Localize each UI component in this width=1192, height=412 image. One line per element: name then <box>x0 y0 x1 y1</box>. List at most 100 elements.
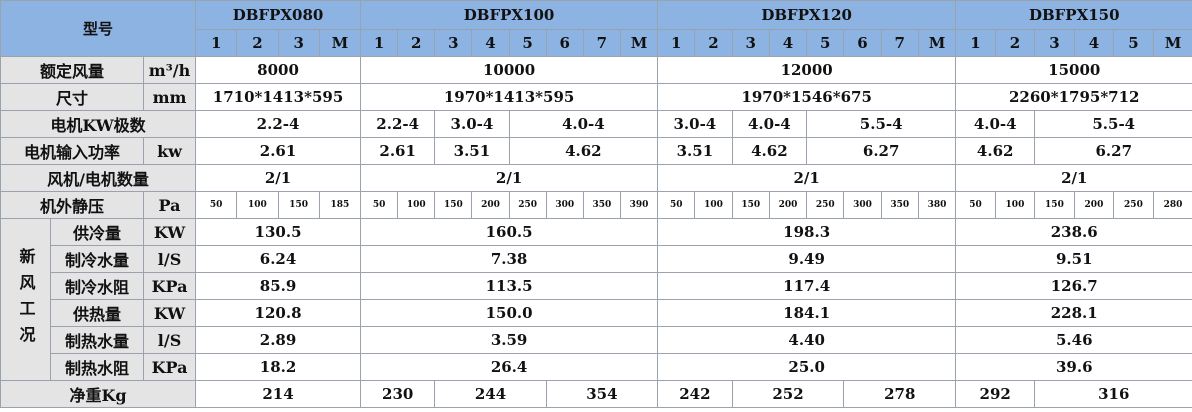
value: 4.0-4 <box>731 110 808 138</box>
value: 300 <box>545 191 584 219</box>
table-row: 制冷水阻 KPa 85.9 113.5 117.4 126.7 <box>1 272 1192 300</box>
value: 244 <box>434 380 547 408</box>
table-row: 机外静压 Pa 50 100 150 185 50 100 150 200 250 300 350 390… <box>0 191 1192 219</box>
value: 6.27 <box>806 137 957 165</box>
sub-column: 6 <box>545 29 584 57</box>
value: 200 <box>1073 191 1115 219</box>
value: 100 <box>236 191 279 219</box>
table-row: 新风工况 供冷量 KW 130.5 160.5 198.3 238.6 <box>0 218 1192 381</box>
sub-column: 1 <box>195 29 238 57</box>
value: 242 <box>657 380 733 408</box>
sub-column: 4 <box>768 29 808 57</box>
sub-column: 3 <box>1034 29 1075 57</box>
row-unit: KPa <box>142 353 197 381</box>
value: 4.62 <box>955 137 1036 165</box>
row-label: 制热水阻 <box>50 353 144 381</box>
value: 2.89 <box>195 326 362 354</box>
value: 126.7 <box>955 272 1192 300</box>
sub-column: M <box>1152 29 1192 57</box>
value: 250 <box>806 191 845 219</box>
sub-column: 2 <box>236 29 279 57</box>
value: 3.59 <box>360 326 659 354</box>
sub-column: 5 <box>508 29 547 57</box>
row-unit: mm <box>142 83 197 111</box>
value: 350 <box>880 191 919 219</box>
value: 2/1 <box>955 164 1192 192</box>
section-label: 新风工况 <box>0 218 51 381</box>
value: 50 <box>195 191 238 219</box>
table-row: 型号 DBFPX080 DBFPX100 DBFPX120 DBFPX150 <box>0 0 1192 57</box>
value: 6.24 <box>195 245 362 273</box>
table-row: 电机KW极数 2.2-4 2.2-4 3.0-4 4.0-4 3.0-4 4.0-4 5.5-… <box>0 110 1192 138</box>
value: 15000 <box>955 56 1192 84</box>
sub-column: 4 <box>471 29 510 57</box>
row-label: 供热量 <box>50 299 144 327</box>
value: 3.0-4 <box>657 110 733 138</box>
value: 250 <box>508 191 547 219</box>
value: 50 <box>657 191 696 219</box>
model-name: DBFPX120 <box>657 0 957 30</box>
model-name: DBFPX150 <box>955 0 1192 30</box>
value: 7.38 <box>360 245 659 273</box>
row-label: 净重Kg <box>0 380 197 408</box>
value: 280 <box>1152 191 1192 219</box>
sub-column: 3 <box>434 29 473 57</box>
value: 184.1 <box>657 299 957 327</box>
row-unit: KW <box>142 218 197 246</box>
sub-column: 2 <box>994 29 1036 57</box>
table-row: 制热水阻 KPa 18.2 26.4 25.0 39.6 <box>1 353 1192 381</box>
value: 4.0-4 <box>508 110 659 138</box>
sub-column: 1 <box>360 29 399 57</box>
value: 100 <box>994 191 1036 219</box>
value: 185 <box>318 191 362 219</box>
table-row: 电机输入功率 kw 2.61 2.61 3.51 4.62 3.51 4.62 6.27 4.62… <box>0 137 1192 165</box>
row-unit: m³/h <box>142 56 197 84</box>
value: 4.62 <box>508 137 659 165</box>
value: 354 <box>545 380 659 408</box>
value: 6.27 <box>1034 137 1192 165</box>
value: 100 <box>397 191 436 219</box>
sub-column: 4 <box>1073 29 1115 57</box>
model-name: DBFPX100 <box>360 0 659 30</box>
value: 85.9 <box>195 272 362 300</box>
value: 130.5 <box>195 218 362 246</box>
value: 3.0-4 <box>434 110 510 138</box>
sub-column: 2 <box>694 29 733 57</box>
value: 200 <box>768 191 808 219</box>
value: 390 <box>619 191 659 219</box>
value: 1710*1413*595 <box>195 83 362 111</box>
value: 113.5 <box>360 272 659 300</box>
value: 25.0 <box>657 353 957 381</box>
value: 8000 <box>195 56 362 84</box>
value: 120.8 <box>195 299 362 327</box>
sub-column: 5 <box>806 29 845 57</box>
row-label: 尺寸 <box>0 83 144 111</box>
row-label: 供冷量 <box>50 218 144 246</box>
value: 316 <box>1034 380 1192 408</box>
value: 4.0-4 <box>955 110 1036 138</box>
value: 252 <box>731 380 845 408</box>
table-row: 净重Kg 214 230 244 354 242 252 278 292 316 <box>0 380 1192 408</box>
value: 2/1 <box>195 164 362 192</box>
value: 117.4 <box>657 272 957 300</box>
value: 300 <box>843 191 882 219</box>
value: 5.5-4 <box>1034 110 1192 138</box>
value: 10000 <box>360 56 659 84</box>
value: 150 <box>277 191 320 219</box>
sub-column: 5 <box>1113 29 1154 57</box>
sub-column: 7 <box>880 29 919 57</box>
value: 2.61 <box>195 137 362 165</box>
value: 250 <box>1113 191 1154 219</box>
value: 50 <box>360 191 399 219</box>
table-row: 尺寸 mm 1710*1413*595 1970*1413*595 1970*1546*… <box>0 83 1192 111</box>
value: 380 <box>917 191 957 219</box>
row-unit: KW <box>142 299 197 327</box>
table-row: 额定风量 m³/h 8000 10000 12000 15000 <box>0 56 1192 84</box>
value: 9.49 <box>657 245 957 273</box>
value: 3.51 <box>657 137 733 165</box>
value: 230 <box>360 380 436 408</box>
sub-column: 1 <box>955 29 996 57</box>
value: 1970*1546*675 <box>657 83 957 111</box>
sub-column: M <box>917 29 957 57</box>
